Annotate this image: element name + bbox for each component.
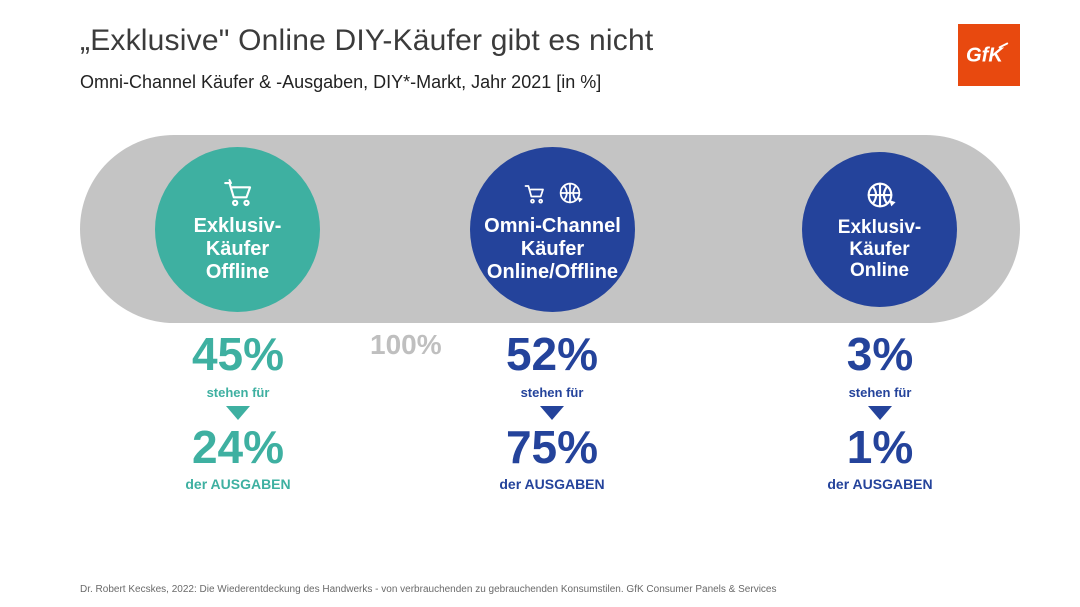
ausgaben-label-offline: der AUSGABEN — [128, 476, 348, 492]
values-row: 100% 45% stehen für 24% der AUSGABEN 52%… — [80, 331, 1020, 591]
ausgaben-label-omni: der AUSGABEN — [442, 476, 662, 492]
titles: „Exklusive" Online DIY-Käufer gibt es ni… — [80, 24, 653, 93]
ausgaben-label-online: der AUSGABEN — [770, 476, 990, 492]
spend-share-omni: 75% — [442, 424, 662, 470]
buyer-share-online: 3% — [770, 331, 990, 377]
pill-container: Exklusiv- Käufer Offline Omni-Channel Kä… — [80, 129, 1020, 339]
page-subtitle: Omni-Channel Käufer & -Ausgaben, DIY*-Ma… — [80, 72, 653, 93]
slide: „Exklusive" Online DIY-Käufer gibt es ni… — [0, 0, 1080, 607]
hundred-label: 100% — [370, 329, 442, 360]
segment-label-omni: Omni-Channel Käufer Online/Offline — [484, 215, 621, 284]
arrow-down-icon — [226, 406, 250, 420]
buyer-share-offline: 45% — [128, 331, 348, 377]
segment-circle-offline: Exklusiv- Käufer Offline — [155, 147, 320, 312]
connector-offline: stehen für — [128, 385, 348, 400]
hundred-label-box: 100% — [362, 327, 450, 365]
connector-online: stehen für — [770, 385, 990, 400]
cart-icon — [221, 175, 255, 211]
segment-label-offline: Exklusiv- Käufer Offline — [194, 215, 282, 284]
connector-omni: stehen für — [442, 385, 662, 400]
segment-circle-omni: Omni-Channel Käufer Online/Offline — [470, 147, 635, 312]
spend-share-online: 1% — [770, 424, 990, 470]
footnote: Dr. Robert Kecskes, 2022: Die Wiederentd… — [80, 584, 776, 595]
segment-circle-online: Exklusiv- Käufer Online — [802, 152, 957, 307]
svg-text:GfK: GfK — [966, 45, 1004, 67]
buyer-share-omni: 52% — [442, 331, 662, 377]
arrow-down-icon — [540, 406, 564, 420]
cart-globe-icon — [522, 175, 584, 211]
segment-values-offline: 45% stehen für 24% der AUSGABEN — [128, 331, 348, 492]
arrow-down-icon — [868, 406, 892, 420]
page-title: „Exklusive" Online DIY-Käufer gibt es ni… — [80, 24, 653, 58]
spend-share-offline: 24% — [128, 424, 348, 470]
segment-values-omni: 52% stehen für 75% der AUSGABEN — [442, 331, 662, 492]
segment-label-online: Exklusiv- Käufer Online — [838, 217, 921, 283]
segment-values-online: 3% stehen für 1% der AUSGABEN — [770, 331, 990, 492]
gfk-logo: GfK — [958, 24, 1020, 86]
header-row: „Exklusive" Online DIY-Käufer gibt es ni… — [80, 24, 1020, 93]
globe-icon — [863, 177, 897, 213]
